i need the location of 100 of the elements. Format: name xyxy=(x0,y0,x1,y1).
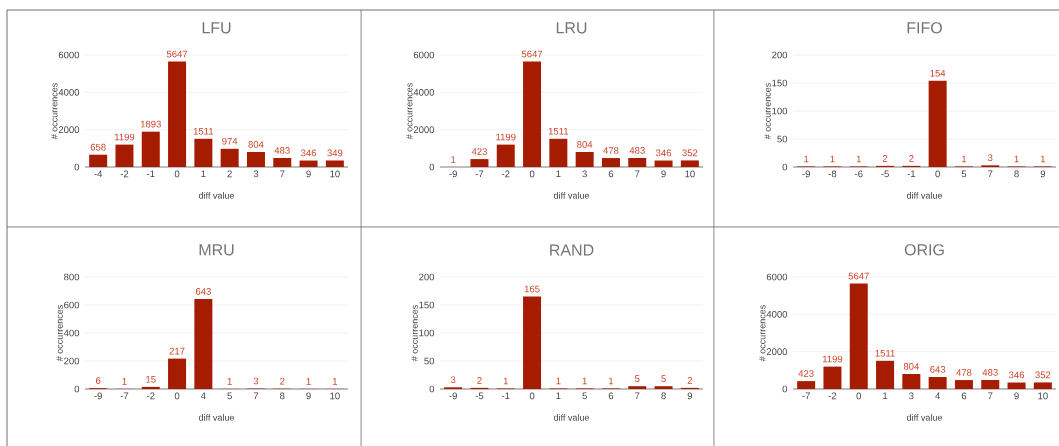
bar xyxy=(523,61,542,167)
data-label: 346 xyxy=(301,149,317,157)
data-label: 1 xyxy=(609,377,614,385)
bar xyxy=(981,379,1000,389)
data-label: 1511 xyxy=(875,349,895,357)
x-tick-label: 4 xyxy=(200,392,206,400)
bar xyxy=(168,358,187,389)
x-tick-label: 9 xyxy=(306,392,311,400)
bar xyxy=(797,381,816,389)
bar xyxy=(575,151,594,167)
x-tick-label: -1 xyxy=(501,392,510,400)
chart-title: RAND xyxy=(550,244,594,256)
x-tick-label: 6 xyxy=(608,170,614,178)
data-label: 5 xyxy=(634,375,640,382)
x-tick-label: -1 xyxy=(907,170,916,178)
y-tick-label: 150 xyxy=(772,79,788,87)
x-tick-label: 3 xyxy=(909,392,914,400)
y-tick-label: 0 xyxy=(429,385,435,393)
bar xyxy=(496,144,515,167)
y-tick-label: 0 xyxy=(782,385,788,393)
bar xyxy=(470,159,489,167)
data-label: 2 xyxy=(280,377,285,385)
data-label: 165 xyxy=(524,285,540,293)
bar xyxy=(849,283,868,389)
y-tick-label: 4000 xyxy=(413,88,435,96)
x-tick-label: 7 xyxy=(635,392,640,400)
x-tick-label: 0 xyxy=(174,170,180,178)
y-tick-label: 50 xyxy=(424,357,435,365)
x-axis-title: diff value xyxy=(906,192,943,199)
y-tick-label: 0 xyxy=(429,163,435,171)
x-tick-label: -1 xyxy=(146,170,155,178)
bar xyxy=(628,157,647,167)
x-tick-label: 8 xyxy=(661,392,666,400)
x-tick-label: 1 xyxy=(556,392,561,400)
bar xyxy=(549,138,568,167)
bar xyxy=(876,360,895,389)
bar xyxy=(601,158,620,167)
y-tick-label: 50 xyxy=(777,135,788,143)
chart-title: LFU xyxy=(202,22,231,34)
bar xyxy=(246,151,265,167)
data-label: 1 xyxy=(962,155,967,163)
bar xyxy=(220,148,239,167)
data-label: 1 xyxy=(1014,155,1019,163)
x-tick-label: 0 xyxy=(529,392,535,400)
data-label: 5 xyxy=(661,375,666,382)
data-label: 3 xyxy=(253,377,259,385)
bar xyxy=(168,61,187,167)
x-axis-title: diff value xyxy=(198,192,235,199)
y-tick-label: 0 xyxy=(74,385,80,393)
x-tick-label: 5 xyxy=(582,392,587,400)
x-tick-label: 8 xyxy=(280,392,285,400)
bar xyxy=(928,376,947,389)
data-label: 1199 xyxy=(822,355,843,363)
bar xyxy=(194,138,213,167)
data-label: 15 xyxy=(146,376,156,383)
x-tick-label: 3 xyxy=(253,170,259,178)
chart-title: ORIG xyxy=(904,244,944,256)
data-label: 804 xyxy=(903,363,919,370)
data-label: 1893 xyxy=(140,120,161,128)
bar xyxy=(325,160,344,167)
data-label: 483 xyxy=(629,147,645,154)
bar xyxy=(680,160,699,167)
x-tick-label: 9 xyxy=(1040,170,1046,178)
x-tick-label: -9 xyxy=(802,170,810,178)
x-tick-label: 10 xyxy=(685,170,695,178)
x-tick-label: 5 xyxy=(961,170,967,178)
x-tick-label: 3 xyxy=(582,170,587,178)
data-label: 154 xyxy=(930,69,946,77)
data-label: 3 xyxy=(987,154,993,162)
data-label: 2 xyxy=(477,377,482,384)
x-tick-label: -7 xyxy=(475,170,484,178)
x-tick-label: 9 xyxy=(661,170,666,178)
x-tick-label: 0 xyxy=(856,392,862,400)
x-tick-label: 4 xyxy=(935,392,941,400)
data-label: 1511 xyxy=(548,127,569,135)
data-label: 804 xyxy=(248,141,264,148)
x-tick-label: 7 xyxy=(988,170,993,178)
bar xyxy=(1007,382,1026,389)
bar xyxy=(654,160,673,167)
y-axis-title: # occurrences xyxy=(764,83,771,140)
bar xyxy=(273,157,292,167)
y-tick-label: 100 xyxy=(772,107,788,115)
data-label: 423 xyxy=(471,148,487,155)
bar xyxy=(1033,382,1052,389)
bar xyxy=(628,386,647,389)
data-label: 804 xyxy=(577,141,593,148)
data-label: 643 xyxy=(930,366,946,373)
chart-title: MRU xyxy=(199,244,234,256)
y-axis-title: # occurrences xyxy=(759,305,766,362)
data-label: 1 xyxy=(804,155,809,163)
bar xyxy=(523,296,542,389)
x-tick-label: 5 xyxy=(227,392,232,400)
bar xyxy=(194,298,213,389)
y-tick-label: 2000 xyxy=(413,126,435,134)
bar xyxy=(954,380,973,389)
data-label: 1 xyxy=(856,155,861,163)
x-tick-label: 9 xyxy=(687,392,693,400)
bar xyxy=(141,386,160,389)
x-axis-title: diff value xyxy=(198,414,235,421)
x-tick-label: 6 xyxy=(961,392,967,400)
